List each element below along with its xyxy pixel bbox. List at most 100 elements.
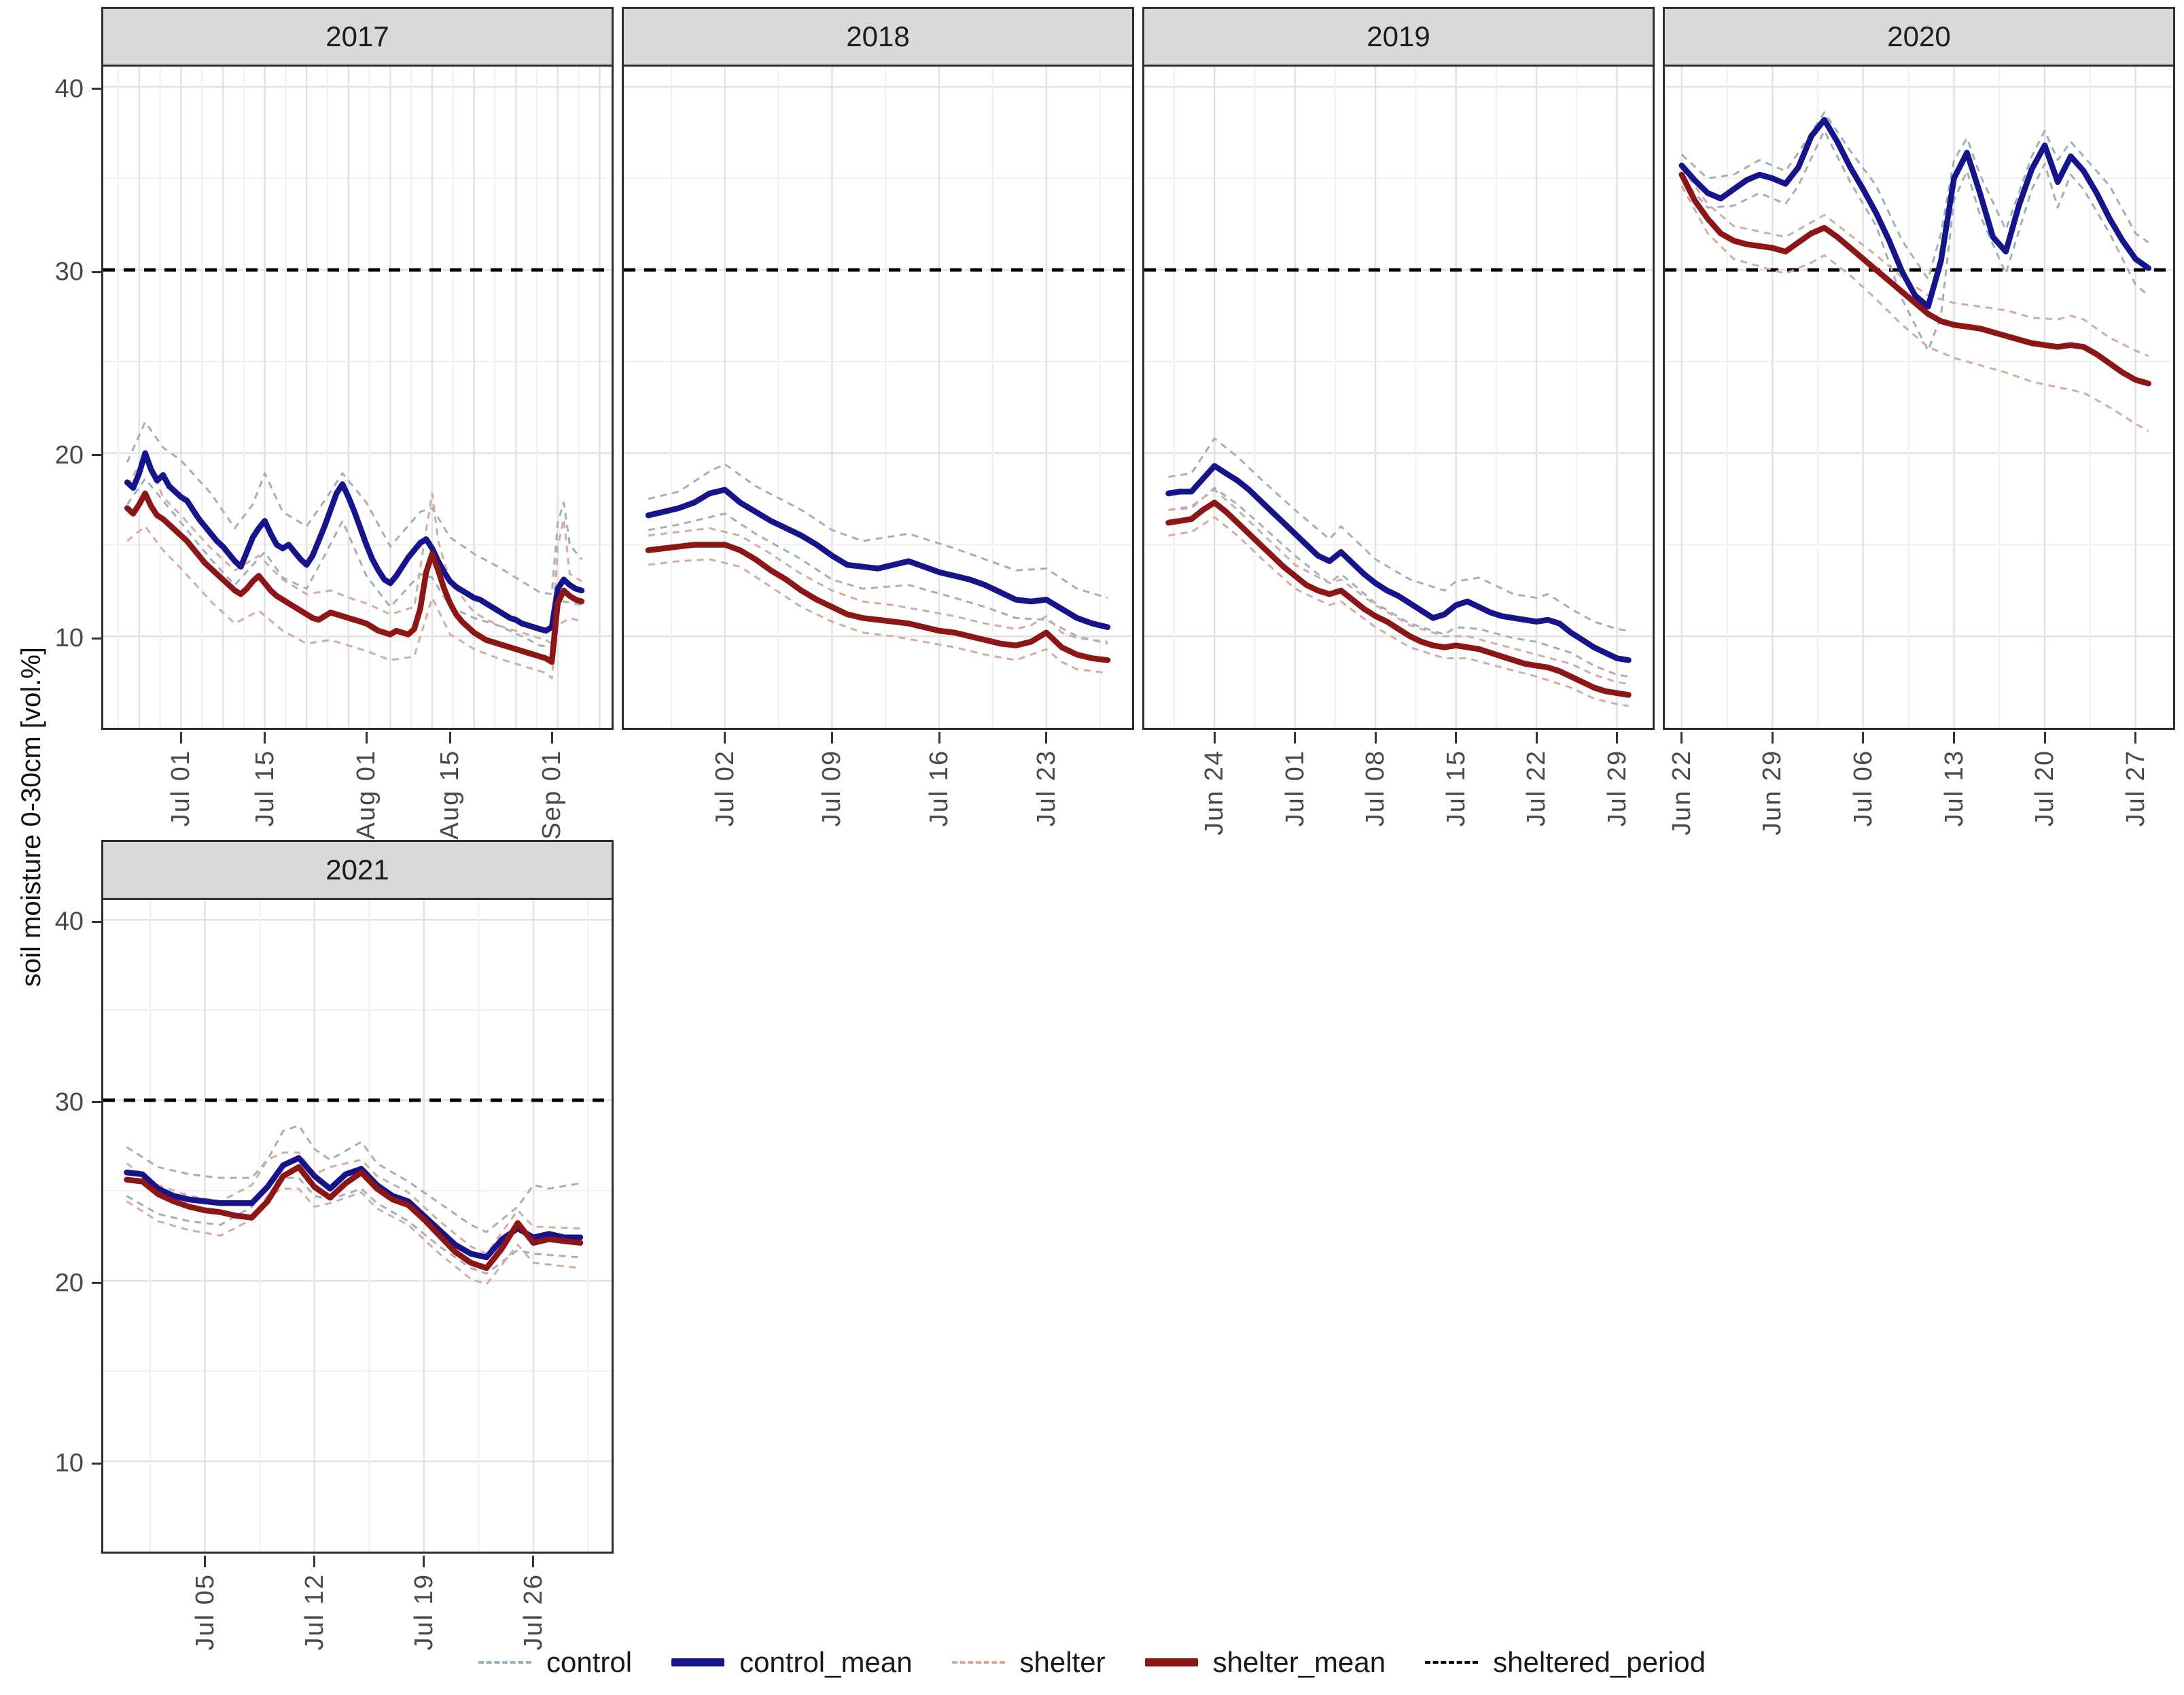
x-tick-mark — [532, 1556, 535, 1567]
facet-strip-label: 2019 — [1367, 20, 1430, 52]
x-tick-label: Jul 15 — [250, 750, 279, 827]
y-tick-label: 40 — [54, 74, 84, 103]
y-tick-mark — [92, 1101, 103, 1104]
series-2019-control_upper — [1168, 437, 1629, 632]
series-2021-control_mean — [124, 1155, 584, 1261]
x-tick-label: Jul 23 — [1032, 750, 1061, 827]
series-2018-shelter_upper — [648, 527, 1108, 643]
x-tick-label: Jul 01 — [1280, 750, 1309, 827]
legend-item-shelter: shelter — [951, 1646, 1106, 1679]
legend-label: control — [546, 1646, 633, 1678]
series-2017-control_upper — [126, 421, 583, 595]
series-2020-shelter_upper — [1680, 167, 2149, 357]
x-tick-mark — [179, 732, 182, 744]
facet-panel-2017 — [103, 67, 612, 728]
y-tick-mark — [92, 920, 103, 923]
x-tick-label: Jul 13 — [1939, 750, 1969, 827]
x-tick-label: Jul 27 — [2121, 750, 2150, 827]
x-tick-label: Jul 22 — [1522, 750, 1551, 827]
legend-key-sheltered_period-dashed-line-icon — [1425, 1661, 1479, 1664]
series-2018-control_mean — [645, 487, 1111, 631]
x-tick-label: Aug 15 — [436, 750, 465, 840]
x-tick-mark — [2043, 732, 2046, 744]
x-tick-label: Jul 29 — [1602, 750, 1632, 827]
y-tick-label: 10 — [54, 624, 84, 653]
series-2020-control_mean — [1678, 116, 2151, 310]
x-tick-mark — [1680, 732, 1683, 744]
x-tick-label: Sep 01 — [538, 750, 566, 840]
x-tick-label: Jul 06 — [1848, 750, 1878, 827]
x-tick-label: Jul 08 — [1361, 750, 1390, 827]
x-tick-label: Aug 01 — [352, 750, 381, 840]
x-tick-mark — [448, 732, 451, 744]
y-tick-label: 20 — [54, 1268, 84, 1297]
legend-item-shelter_mean: shelter_mean — [1144, 1646, 1386, 1679]
series-2018-shelter_mean — [645, 542, 1111, 663]
facet-strip: 2018 — [624, 9, 1132, 67]
facet-strip: 2021 — [103, 842, 612, 900]
facet-panel-2018 — [624, 67, 1132, 728]
y-tick-label: 30 — [54, 1087, 84, 1117]
facet-2018: 2018 — [622, 7, 1134, 730]
x-tick-label: Jul 05 — [190, 1573, 219, 1651]
x-tick-label: Jul 26 — [518, 1573, 548, 1651]
series-2019-shelter_mean — [1165, 500, 1632, 698]
facet-2019: 2019 — [1142, 7, 1655, 730]
series-2017-control_mean — [124, 450, 585, 634]
legend-key-control_mean-solid-line-icon — [671, 1658, 725, 1666]
x-tick-mark — [1455, 732, 1458, 744]
legend-key-shelter_mean-solid-line-icon — [1144, 1658, 1198, 1666]
facet-strip: 2020 — [1665, 9, 2173, 67]
y-tick-label: 40 — [54, 907, 84, 937]
x-tick-mark — [830, 732, 833, 744]
x-tick-mark — [938, 732, 940, 744]
y-tick-label: 30 — [54, 258, 84, 287]
facet-panel-2020 — [1665, 67, 2173, 728]
x-tick-mark — [550, 732, 553, 744]
series-2018-shelter_lower — [648, 558, 1108, 674]
legend-label: control_mean — [739, 1646, 913, 1678]
series-2021-shelter_mean — [124, 1164, 584, 1272]
legend-key-control-dashed-line-icon — [478, 1661, 532, 1664]
x-tick-mark — [264, 732, 266, 744]
x-tick-mark — [1616, 732, 1619, 744]
series-2021-control_lower — [126, 1176, 581, 1275]
x-tick-label: Jul 15 — [1441, 750, 1470, 827]
x-tick-mark — [423, 1556, 425, 1567]
series-2021-control_upper — [126, 1124, 581, 1234]
x-tick-mark — [313, 1556, 316, 1567]
series-2019-shelter_upper — [1168, 489, 1629, 685]
legend: control control_mean shelter shelter_mean sh… — [461, 1637, 1723, 1688]
facet-strip: 2019 — [1144, 9, 1653, 67]
x-tick-label: Jun 29 — [1758, 750, 1787, 836]
x-tick-label: Jul 19 — [409, 1573, 438, 1651]
series-2020-shelter_mean — [1678, 171, 2151, 387]
x-tick-label: Jul 16 — [925, 750, 954, 827]
legend-item-sheltered_period: sheltered_period — [1425, 1646, 1706, 1679]
x-tick-mark — [1953, 732, 1956, 744]
facet-strip-label: 2020 — [1887, 20, 1951, 52]
x-tick-mark — [1213, 732, 1216, 744]
y-tick-label: 20 — [54, 440, 84, 470]
x-tick-label: Jul 09 — [817, 750, 847, 827]
x-tick-label: Jul 20 — [2030, 750, 2060, 827]
facet-strip-label: 2017 — [325, 20, 389, 52]
x-tick-label: Jun 22 — [1667, 750, 1696, 836]
x-tick-mark — [204, 1556, 207, 1567]
x-tick-mark — [1535, 732, 1538, 744]
series-2020-control_lower — [1680, 129, 2149, 352]
x-tick-mark — [1771, 732, 1774, 744]
y-tick-label: 10 — [54, 1449, 84, 1478]
series-2021-shelter_upper — [126, 1151, 581, 1255]
x-tick-mark — [365, 732, 368, 744]
facet-strip-label: 2021 — [325, 854, 389, 886]
series-2018-control_lower — [648, 512, 1108, 645]
x-tick-label: Jul 01 — [166, 750, 196, 827]
x-tick-mark — [2134, 732, 2137, 744]
series-2018-control_upper — [648, 463, 1108, 599]
legend-item-control_mean: control_mean — [671, 1646, 913, 1679]
x-tick-label: Jul 02 — [710, 750, 739, 827]
x-tick-label: Jul 12 — [300, 1573, 329, 1651]
series-2021-shelter_lower — [126, 1187, 581, 1286]
series-2019-control_lower — [1168, 487, 1629, 678]
